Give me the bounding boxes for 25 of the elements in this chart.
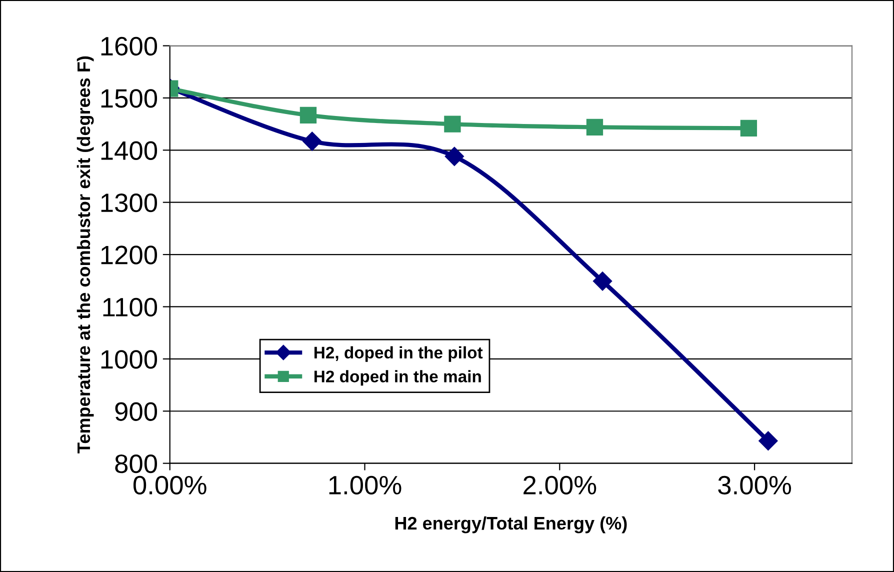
- y-tick-label: 1300: [101, 193, 158, 212]
- legend-label: H2, doped in the pilot: [314, 346, 483, 362]
- point: [302, 132, 322, 151]
- point: [444, 146, 464, 166]
- point: [444, 116, 461, 132]
- point: [592, 272, 612, 291]
- x-axis-title: H2 energy/Total Energy (%): [395, 516, 627, 534]
- y-tick-label: 1600: [101, 36, 158, 56]
- y-tick-label: 900: [115, 402, 158, 421]
- y-axis-title: Temperature at the combustor exit (degrees F): [76, 56, 94, 454]
- y-tick-label: 1400: [101, 141, 158, 160]
- y-tick-label: 800: [115, 454, 158, 474]
- x-tick-label: 1.00%: [329, 476, 402, 495]
- y-tick-label: 1500: [101, 89, 158, 108]
- legend-label: H2 doped in the main: [314, 370, 481, 386]
- point: [586, 118, 604, 136]
- point: [300, 106, 317, 124]
- point: [758, 431, 778, 450]
- x-tick-label: 0.00%: [133, 476, 206, 495]
- point: [740, 120, 758, 137]
- y-tick-label: 1100: [103, 298, 158, 317]
- x-tick-label: 3.00%: [718, 476, 792, 495]
- y-tick-label: 1200: [101, 246, 158, 264]
- x-tick-label: 2.00%: [524, 476, 596, 495]
- y-tick-label: 1000: [101, 350, 158, 369]
